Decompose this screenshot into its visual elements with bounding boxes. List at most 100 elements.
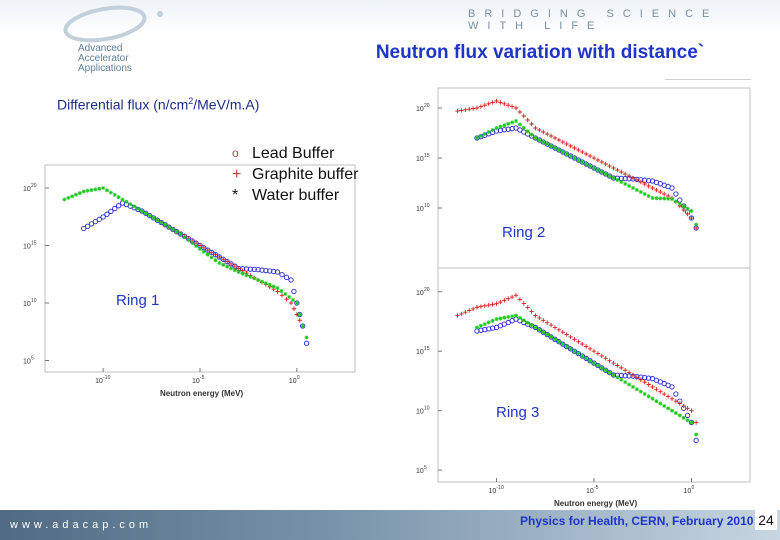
lead-buffer-point: [154, 217, 161, 223]
graphite-buffer-point: [525, 117, 530, 123]
lead-buffer-point: [300, 323, 306, 329]
lead-buffer-point: [544, 331, 550, 338]
graphite-buffer-point: [658, 389, 663, 394]
water-buffer-point: [694, 432, 699, 437]
graphite-buffer-point: [623, 171, 628, 177]
water-buffer-point: [631, 384, 635, 389]
y-tick-label: 10: [416, 409, 424, 416]
graphite-buffer-point: [217, 254, 222, 260]
graphite-buffer-point: [568, 143, 573, 149]
graphite-buffer-point: [205, 247, 210, 253]
graphite-buffer-point: [599, 159, 604, 165]
company-logo: [63, 5, 163, 43]
water-buffer-point: [607, 370, 612, 375]
graphite-buffer-point: [626, 173, 632, 179]
graphite-buffer-point: [545, 131, 550, 137]
graphite-buffer-point: [537, 127, 542, 133]
water-buffer-point: [549, 334, 554, 339]
graphite-buffer-point: [502, 298, 507, 303]
water-buffer-point: [537, 327, 542, 332]
lead-buffer-point: [645, 375, 652, 381]
water-buffer-point: [304, 335, 309, 340]
graphite-buffer-point: [681, 403, 686, 409]
y-tick-exp: 15: [31, 241, 37, 247]
graphite-buffer-point: [623, 368, 628, 373]
lead-buffer-point: [255, 266, 261, 273]
water-buffer-point: [77, 191, 82, 196]
graphite-buffer-point: [615, 363, 620, 368]
x-tick-label: 10: [95, 378, 103, 385]
water-buffer-point: [275, 286, 280, 291]
y-tick-exp: 5: [31, 356, 34, 362]
graphite-buffer-point: [284, 296, 289, 302]
graphite-buffer-point: [685, 211, 690, 217]
lead-buffer-point: [143, 210, 149, 216]
lead-buffer-point: [100, 214, 106, 220]
y-tick-exp: 20: [31, 183, 37, 189]
logo-line: Advanced: [78, 43, 123, 54]
x-tick-exp: 0: [297, 375, 300, 381]
graphite-buffer-point: [482, 103, 487, 108]
graphite-buffer-point: [619, 169, 624, 175]
y-tick-label: 10: [23, 301, 31, 308]
water-buffer-point: [568, 154, 573, 158]
water-buffer-point: [93, 187, 98, 192]
lead-buffer-point: [564, 343, 570, 350]
y-tick-label: 10: [416, 290, 424, 297]
logo-line: Accelerator: [78, 53, 129, 64]
lead-buffer-point: [603, 367, 609, 373]
water-buffer-point: [560, 150, 565, 154]
graphite-buffer-point: [498, 299, 503, 305]
water-buffer-point: [475, 136, 479, 140]
graphite-buffer-point: [529, 309, 534, 314]
water-buffer-point: [564, 152, 569, 156]
graphite-buffer-point: [525, 305, 530, 310]
water-buffer-point: [646, 194, 651, 198]
water-buffer-point: [70, 194, 75, 199]
lead-buffer-point: [560, 341, 566, 347]
graphite-buffer-point: [607, 163, 612, 169]
graphite-buffer-point: [634, 177, 640, 183]
logo-text: Advanced Accelerator Applications: [78, 44, 132, 74]
water-buffer-point: [599, 365, 604, 370]
water-buffer-point: [244, 273, 249, 278]
graphite-buffer-point: [693, 225, 699, 231]
water-buffer-point: [186, 237, 191, 242]
water-buffer-point: [603, 368, 608, 373]
graphite-buffer-point: [521, 301, 526, 306]
graphite-buffer-point: [595, 351, 601, 356]
lead-buffer-point: [532, 324, 539, 331]
lead-buffer-point: [267, 268, 273, 274]
lead-buffer-point: [693, 437, 699, 444]
graphite-buffer-point: [213, 252, 218, 257]
graphite-buffer-point: [509, 294, 515, 300]
lead-buffer-point: [259, 267, 265, 273]
graphite-buffer-point: [658, 189, 663, 195]
water-buffer-point: [521, 318, 526, 323]
graphite-buffer-point: [564, 332, 569, 337]
water-buffer-point: [297, 312, 302, 317]
page-number: 24: [755, 510, 777, 530]
water-buffer-point: [681, 204, 686, 209]
lead-buffer-point: [92, 218, 99, 225]
lead-buffer-point: [579, 353, 585, 359]
water-buffer-point: [584, 356, 589, 361]
lead-buffer-point: [669, 384, 675, 390]
water-buffer-point: [525, 129, 530, 134]
water-buffer-point: [143, 211, 148, 216]
graphite-buffer-point: [482, 303, 487, 309]
water-buffer-point: [475, 325, 479, 330]
graphite-buffer-point: [630, 175, 636, 181]
x-tick-exp: -10: [497, 485, 504, 491]
legend-label: Lead Buffer: [252, 145, 335, 162]
lead-buffer-point: [270, 268, 277, 275]
graphite-buffer-point: [630, 372, 636, 378]
lead-buffer-point: [575, 350, 582, 357]
slide-title: Neutron flux variation with distance`: [375, 42, 705, 63]
water-buffer-point: [681, 415, 686, 420]
graphite-buffer-point: [584, 344, 589, 349]
legend-label: Graphite buffer: [252, 166, 359, 183]
water-buffer-point: [163, 222, 168, 227]
water-buffer-point: [502, 315, 507, 320]
water-buffer-point: [155, 218, 160, 223]
